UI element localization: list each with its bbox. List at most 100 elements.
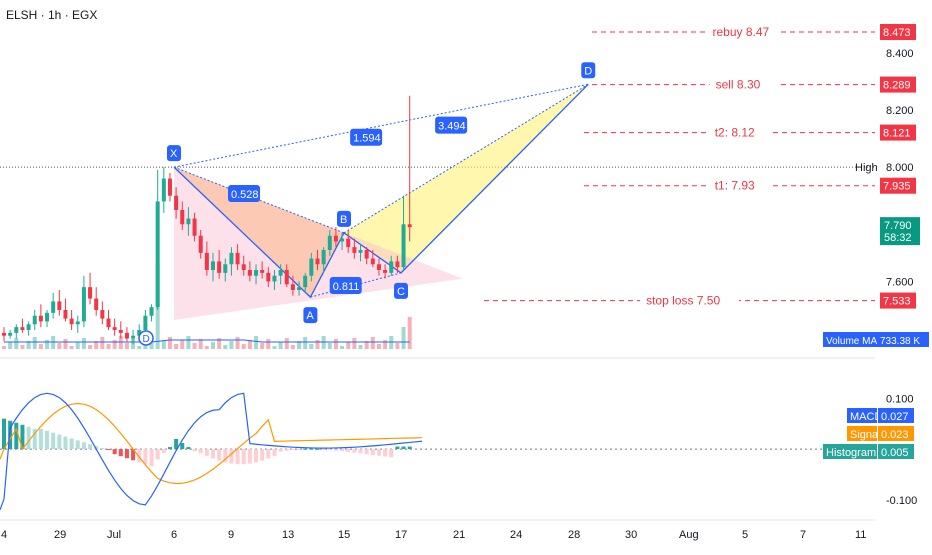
ratio-text: 0.528 bbox=[231, 189, 259, 201]
candle-body bbox=[180, 210, 185, 225]
volume-bar bbox=[124, 343, 129, 349]
level-label-bg bbox=[708, 177, 771, 193]
macd-hist-bar bbox=[81, 442, 86, 450]
candle-body bbox=[143, 315, 148, 330]
macd-hist-bar bbox=[266, 449, 271, 459]
projection-zone bbox=[174, 167, 463, 320]
macd-hist-bar bbox=[100, 448, 105, 450]
level-label-bg bbox=[706, 24, 781, 39]
macd-hist-bar bbox=[297, 449, 302, 451]
xab-triangle bbox=[174, 167, 344, 298]
macd-legend-name: MACD bbox=[850, 411, 882, 423]
level-label: stop loss 7.50 bbox=[646, 294, 720, 308]
macd-hist-bar bbox=[210, 449, 215, 459]
macd-hist-bar bbox=[364, 449, 369, 455]
macd-tick: 0.100 bbox=[886, 393, 914, 405]
volume-bar bbox=[260, 343, 265, 349]
level-label: sell 8.30 bbox=[716, 78, 761, 92]
macd-hist-bar bbox=[45, 430, 50, 450]
candle-body bbox=[352, 247, 357, 253]
volume-bar bbox=[81, 338, 86, 349]
candle-body bbox=[88, 287, 93, 299]
macd-legend-value: 0.023 bbox=[881, 429, 909, 441]
candle-body bbox=[297, 287, 302, 290]
time-tick: 30 bbox=[625, 529, 637, 541]
volume-bar bbox=[94, 341, 99, 349]
signal-line bbox=[0, 402, 423, 485]
time-tick: 6 bbox=[171, 529, 177, 541]
macd-hist-bar bbox=[290, 449, 295, 451]
macd-hist-bar bbox=[333, 449, 338, 451]
volume-bar bbox=[223, 345, 228, 349]
macd-hist-bar bbox=[346, 449, 351, 452]
macd-hist-bar bbox=[309, 448, 314, 450]
candle-body bbox=[149, 307, 154, 316]
macd-hist-bar bbox=[57, 434, 62, 450]
candle-body bbox=[118, 330, 123, 333]
level-price-text: 8.289 bbox=[883, 80, 911, 92]
macd-hist-bar bbox=[358, 449, 363, 454]
macd-legend-name-tag bbox=[823, 444, 877, 459]
macd-hist-bar bbox=[137, 449, 142, 463]
macd-hist-bar bbox=[383, 449, 388, 457]
time-tick: 4 bbox=[1, 529, 7, 541]
volume-bar bbox=[333, 339, 338, 349]
macd-hist-bar bbox=[204, 449, 209, 456]
candle-body bbox=[131, 335, 136, 339]
candle-body bbox=[241, 264, 246, 270]
bcd-triangle bbox=[344, 84, 589, 273]
time-tick: 15 bbox=[338, 529, 350, 541]
macd-hist-bar bbox=[149, 449, 154, 467]
macd-hist-bar bbox=[186, 447, 191, 450]
candle-body bbox=[210, 261, 215, 270]
candle-body bbox=[45, 312, 50, 322]
volume-bar bbox=[112, 340, 117, 349]
macd-hist-bar bbox=[51, 432, 56, 450]
ratio-badge bbox=[228, 185, 260, 202]
volume-bar bbox=[241, 344, 246, 349]
symbol-header[interactable]: ELSH · 1h · EGX bbox=[6, 8, 98, 22]
macd-legend-value: 0.005 bbox=[881, 447, 909, 459]
time-tick: 5 bbox=[742, 529, 748, 541]
macd-hist-bar bbox=[223, 449, 228, 463]
candle-body bbox=[204, 252, 209, 270]
volume-bar bbox=[149, 338, 154, 349]
volume-bar bbox=[370, 337, 375, 349]
point-label-x bbox=[167, 145, 181, 162]
candle-body bbox=[174, 195, 179, 210]
level-price-tag bbox=[880, 124, 916, 141]
macd-hist-bar bbox=[2, 418, 6, 450]
ratio-text: 1.594 bbox=[353, 133, 381, 145]
time-tick: Jul bbox=[107, 529, 121, 541]
candle-body bbox=[358, 250, 363, 253]
level-price-tag bbox=[880, 292, 916, 309]
time-tick: 13 bbox=[282, 529, 294, 541]
point-label-b bbox=[337, 210, 351, 227]
candle-body bbox=[167, 178, 172, 196]
macd-hist-bar bbox=[8, 420, 13, 450]
point-label-c bbox=[394, 282, 408, 299]
macd-legend-value-tag bbox=[878, 408, 914, 423]
macd-legend-name: Signal bbox=[850, 429, 881, 441]
volume-bar bbox=[364, 341, 369, 349]
macd-legend-name: Histogram bbox=[826, 447, 876, 459]
volume-bar bbox=[32, 337, 37, 349]
candle-body bbox=[198, 235, 203, 253]
macd-legend-name-tag bbox=[847, 408, 877, 423]
macd-legend-value-tag bbox=[878, 426, 914, 441]
dividend-marker[interactable] bbox=[138, 330, 154, 346]
volume-bar bbox=[340, 346, 345, 349]
ratio-text: 3.494 bbox=[438, 121, 466, 133]
macd-hist-bar bbox=[88, 444, 93, 450]
candle-body bbox=[112, 327, 117, 330]
macd-hist-bar bbox=[315, 448, 320, 450]
volume-bar bbox=[14, 338, 19, 349]
candle-body bbox=[106, 318, 111, 328]
candle-body bbox=[75, 321, 80, 325]
macd-hist-bar bbox=[155, 449, 160, 460]
volume-bar bbox=[100, 337, 105, 349]
price-tick: 7.600 bbox=[886, 276, 914, 288]
candle-body bbox=[290, 284, 295, 290]
